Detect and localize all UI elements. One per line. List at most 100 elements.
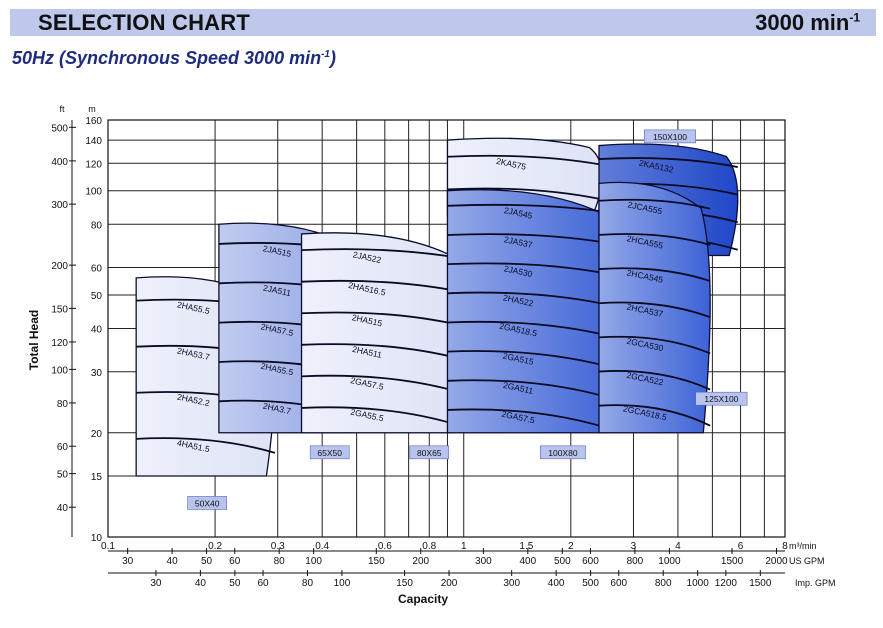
x-tick-us-gpm: 1500	[721, 556, 744, 567]
x-axis-title: Capacity	[398, 592, 448, 606]
y-tick-m: 20	[91, 429, 103, 440]
size-tag-150x100	[643, 129, 696, 144]
x-tick-imp-gpm: 1500	[749, 578, 772, 589]
x-tick-us-gpm: 30	[122, 556, 134, 567]
subtitle: 50Hz (Synchronous Speed 3000 min-1)	[12, 48, 336, 69]
y-tick-ft: 200	[51, 261, 68, 272]
y-tick-ft: 150	[51, 304, 68, 315]
y-tick-m: 60	[91, 264, 103, 275]
size-tag-box	[540, 445, 586, 460]
speed-exponent: -1	[849, 10, 860, 25]
y-tick-m: 50	[91, 291, 103, 302]
subtitle-close: )	[330, 48, 336, 68]
x-tick-us-gpm: 800	[627, 556, 644, 567]
model-curve	[598, 198, 711, 210]
x-tick-m3min: 6	[738, 541, 744, 552]
region-80x65	[300, 232, 462, 434]
x-tick-m3min: 0.4	[315, 541, 329, 552]
y-tick-ft: 40	[57, 503, 69, 514]
y-tick-m: 10	[91, 533, 103, 544]
x-tick-us-gpm: 80	[274, 556, 286, 567]
region-125x100	[598, 181, 711, 434]
x-tick-m3min: 2	[568, 541, 574, 552]
x-tick-m3min: 3	[631, 541, 637, 552]
y-tick-m: 30	[91, 368, 103, 379]
model-curve	[447, 187, 603, 201]
x-tick-imp-gpm: 500	[582, 578, 599, 589]
model-curve	[598, 301, 711, 319]
x-tick-imp-gpm: 300	[503, 578, 520, 589]
speed-value: 3000 min	[755, 10, 850, 35]
x-tick-us-gpm: 200	[412, 556, 429, 567]
region-fill	[598, 181, 711, 434]
size-tag-text: 125X100	[704, 394, 738, 404]
x-axis-unit-us-gpm: US GPM	[789, 556, 825, 566]
x-tick-m3min: 0.2	[208, 541, 222, 552]
x-tick-us-gpm: 50	[201, 556, 213, 567]
model-curve	[301, 311, 461, 327]
header-bar: SELECTION CHART 3000 min-1	[10, 9, 876, 36]
x-tick-imp-gpm: 400	[548, 578, 565, 589]
size-tag-100x80	[540, 445, 586, 460]
y-axis-unit-m: m	[88, 104, 96, 114]
y-tick-m: 80	[91, 220, 103, 231]
region-fill	[446, 189, 621, 434]
x-tick-imp-gpm: 150	[396, 578, 413, 589]
size-tag-box	[309, 445, 350, 460]
model-curve	[301, 406, 461, 427]
size-tag-box	[695, 391, 748, 406]
subtitle-exponent: -1	[321, 49, 330, 60]
plot-frame	[107, 119, 786, 538]
model-curve	[301, 279, 461, 293]
y-tick-m: 40	[91, 325, 103, 336]
x-tick-us-gpm: 400	[519, 556, 536, 567]
speed-label: 3000 min-1	[755, 10, 860, 36]
model-curve	[598, 370, 711, 391]
x-tick-m3min: 4	[675, 541, 681, 552]
y-tick-ft: 500	[51, 123, 68, 134]
model-curve	[598, 404, 711, 427]
y-tick-ft: 50	[57, 470, 69, 481]
x-tick-us-gpm: 1000	[658, 556, 681, 567]
x-tick-us-gpm: 60	[229, 556, 241, 567]
x-tick-imp-gpm: 80	[302, 578, 314, 589]
model-curve	[598, 335, 711, 355]
x-tick-us-gpm: 150	[368, 556, 385, 567]
x-tick-m3min: 8	[782, 541, 788, 552]
x-tick-us-gpm: 100	[305, 556, 322, 567]
region-fill	[300, 232, 462, 434]
x-tick-m3min: 1.5	[519, 541, 533, 552]
x-tick-imp-gpm: 600	[610, 578, 627, 589]
x-axis-unit-imp-gpm: Imp. GPM	[795, 578, 836, 588]
region-100x80	[446, 189, 621, 434]
x-tick-imp-gpm: 1200	[715, 578, 738, 589]
x-tick-imp-gpm: 60	[257, 578, 269, 589]
model-curve	[598, 157, 738, 168]
size-tag-text: 65X50	[317, 448, 342, 458]
x-tick-m3min: 0.8	[422, 541, 436, 552]
size-tag-text: 50X40	[195, 498, 220, 508]
y-tick-m: 100	[85, 187, 102, 198]
x-tick-imp-gpm: 30	[150, 578, 162, 589]
model-curve	[598, 233, 711, 246]
chart-title: SELECTION CHART	[38, 10, 250, 35]
size-tag-box	[187, 496, 227, 510]
size-tag-box	[643, 129, 696, 144]
size-tag-text: 100X80	[548, 448, 578, 458]
y-tick-ft: 80	[57, 399, 69, 410]
x-tick-m3min: 1	[461, 541, 467, 552]
size-tag-65x50	[309, 445, 350, 460]
x-tick-us-gpm: 2000	[765, 556, 788, 567]
model-curve	[447, 154, 603, 166]
x-tick-m3min: 0.6	[378, 541, 392, 552]
y-tick-ft: 60	[57, 442, 69, 453]
x-tick-us-gpm: 600	[582, 556, 599, 567]
x-tick-imp-gpm: 800	[655, 578, 672, 589]
size-tag-box	[409, 445, 450, 460]
x-tick-imp-gpm: 200	[441, 578, 458, 589]
x-tick-us-gpm: 300	[475, 556, 492, 567]
size-tag-50x40	[187, 496, 227, 510]
size-tag-80x65	[409, 445, 450, 460]
x-tick-us-gpm: 40	[167, 556, 179, 567]
